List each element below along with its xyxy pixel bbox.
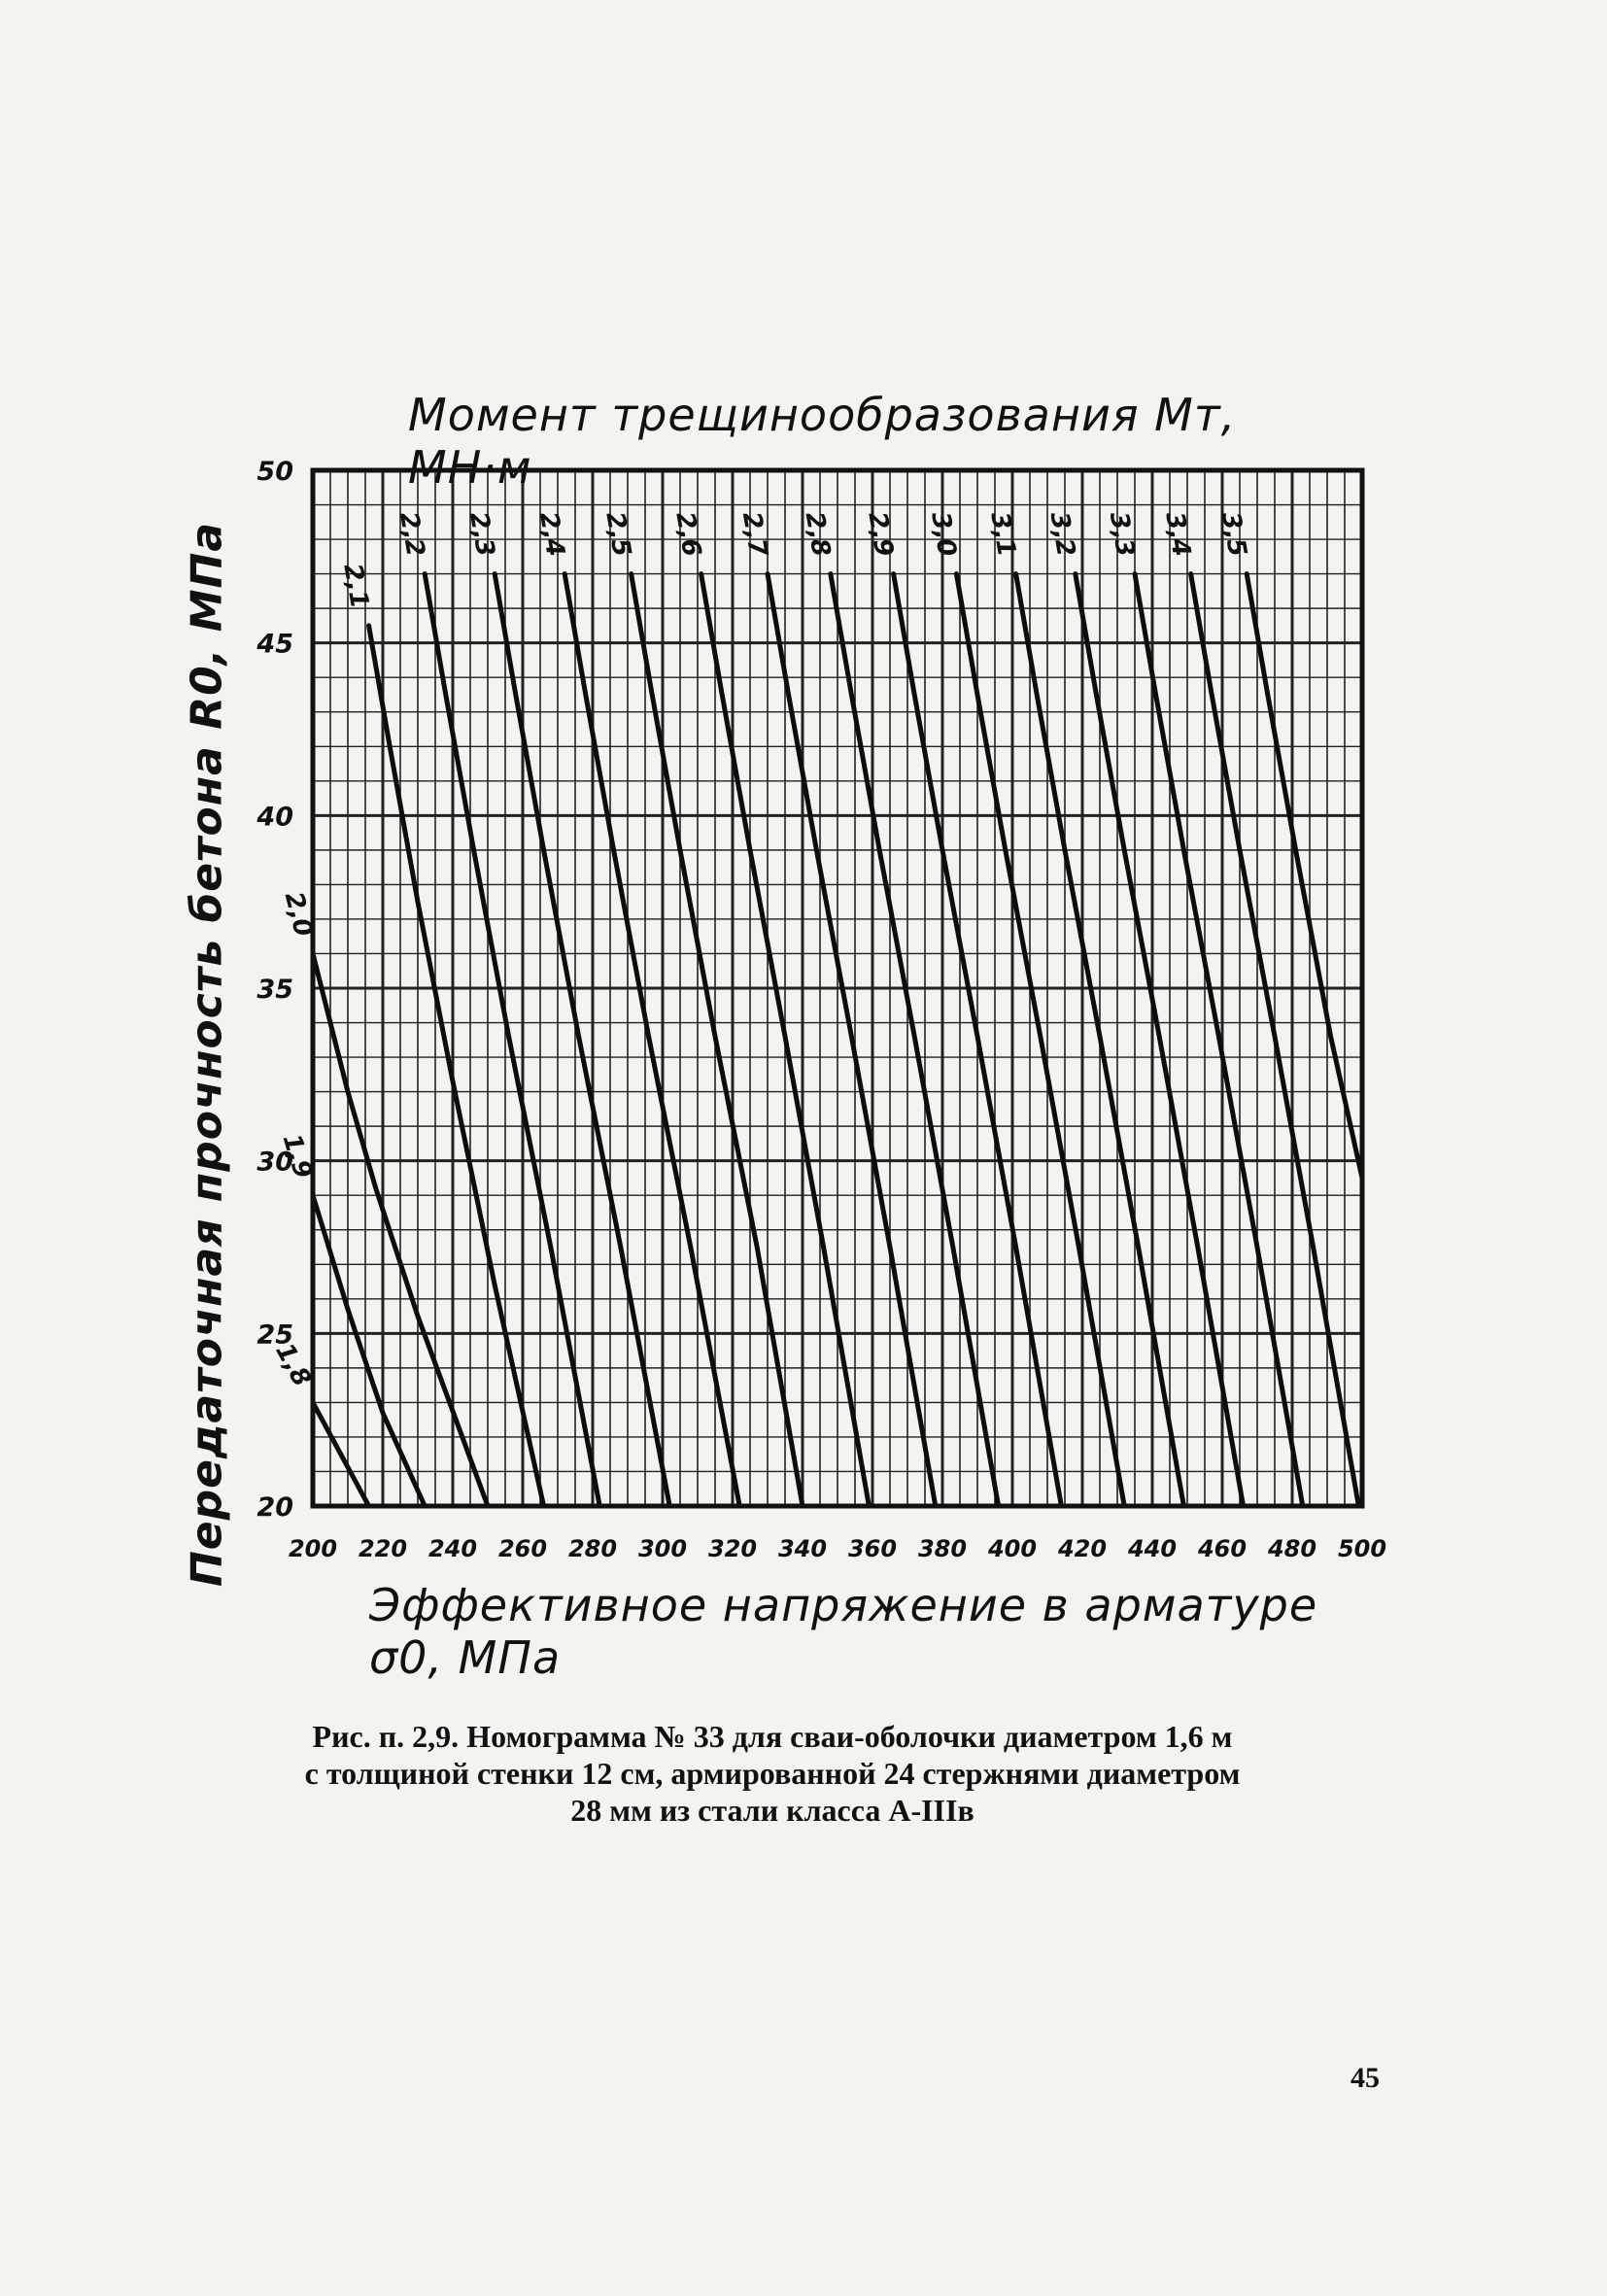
x-tick-label: 440 xyxy=(1127,1535,1177,1562)
x-tick-label: 340 xyxy=(778,1535,827,1562)
curve-label: 3,2 xyxy=(1044,510,1080,560)
chart-tick-labels: 200 220 240 260 280 300 320 340 360 380 400 420 440 4… xyxy=(256,457,1386,1562)
curve-3-0 xyxy=(953,571,1127,1509)
x-tick-label: 200 xyxy=(289,1535,337,1562)
y-tick-label: 20 xyxy=(256,1492,293,1523)
caption-line-3: 28 мм из стали класса А-IIIв xyxy=(570,1793,974,1828)
y-tick-label: 45 xyxy=(256,630,293,660)
x-tick-label: 420 xyxy=(1057,1535,1107,1562)
curve-2-0 xyxy=(310,951,491,1509)
x-tick-label: 280 xyxy=(568,1535,617,1562)
curve-2-6 xyxy=(699,571,872,1509)
y-tick-label: 25 xyxy=(256,1319,293,1350)
curve-2-2 xyxy=(422,571,602,1509)
x-tick-label: 360 xyxy=(848,1535,897,1562)
x-tick-label: 300 xyxy=(638,1535,687,1562)
x-tick-label: 240 xyxy=(428,1535,477,1562)
y-tick-label: 30 xyxy=(256,1148,293,1178)
chart-title: Момент трещинообразования Mт, МН·м xyxy=(408,389,1237,494)
curve-label: 2,1 xyxy=(337,562,373,611)
chart-curves: 1,81,92,02,12,2 2,3 2,4 2,5 2,6 2,7 2,8 2,9 3,0 3… xyxy=(269,510,1365,1509)
curve-label: 3,1 xyxy=(984,510,1020,560)
curve-2-4 xyxy=(562,571,742,1509)
page-number: 45 xyxy=(1351,2062,1380,2094)
curve-label: 2,4 xyxy=(533,510,569,560)
x-tick-label: 380 xyxy=(918,1535,967,1562)
caption-line-2: с толщиной стенки 12 см, армированной 24… xyxy=(304,1756,1241,1791)
y-axis-title: Передаточная прочность бетона R0, МПа xyxy=(182,521,232,1588)
y-tick-label: 40 xyxy=(256,802,293,832)
figure-caption: Рис. п. 2,9. Номограмма № 33 для сваи-об… xyxy=(185,1718,1360,1829)
x-tick-label: 400 xyxy=(987,1535,1037,1562)
y-tick-label: 50 xyxy=(256,457,293,487)
curve-3-3 xyxy=(1132,571,1306,1509)
curve-label: 2,2 xyxy=(393,510,429,560)
curve-label: 2,5 xyxy=(599,510,635,560)
x-axis-title: Эффективное напряжение в арматуре σ0, МП… xyxy=(369,1579,1318,1684)
x-tick-label: 260 xyxy=(498,1535,547,1562)
curve-3-4 xyxy=(1188,571,1361,1509)
curve-2-7 xyxy=(765,571,939,1509)
x-tick-label: 480 xyxy=(1267,1535,1316,1562)
x-tick-label: 500 xyxy=(1338,1535,1386,1562)
x-tick-label: 460 xyxy=(1197,1535,1247,1562)
x-tick-label: 320 xyxy=(708,1535,757,1562)
curve-2-3 xyxy=(492,571,672,1509)
curve-3-5 xyxy=(1244,571,1365,1181)
curve-3-2 xyxy=(1073,571,1247,1509)
curve-2-8 xyxy=(828,571,1002,1509)
curve-3-1 xyxy=(1013,571,1186,1509)
curve-label: 2,8 xyxy=(800,510,836,560)
curve-2-5 xyxy=(629,571,805,1509)
y-tick-label: 35 xyxy=(256,975,293,1005)
curve-label: 3,4 xyxy=(1159,510,1195,560)
curve-label: 3,0 xyxy=(925,510,961,560)
chart-frame xyxy=(310,467,1365,1509)
caption-line-1: Рис. п. 2,9. Номограмма № 33 для сваи-об… xyxy=(312,1719,1233,1754)
curve-label: 2,6 xyxy=(669,510,705,560)
x-tick-label: 220 xyxy=(359,1535,407,1562)
curve-2-1 xyxy=(366,623,547,1509)
plot-frame xyxy=(310,467,1365,1509)
curve-label: 2,3 xyxy=(463,510,499,560)
curve-1-9 xyxy=(310,1192,427,1509)
curve-label: 2,9 xyxy=(862,510,898,560)
curve-2-9 xyxy=(891,571,1064,1509)
curve-1-8 xyxy=(310,1399,372,1509)
curve-label: 3,3 xyxy=(1104,510,1140,560)
